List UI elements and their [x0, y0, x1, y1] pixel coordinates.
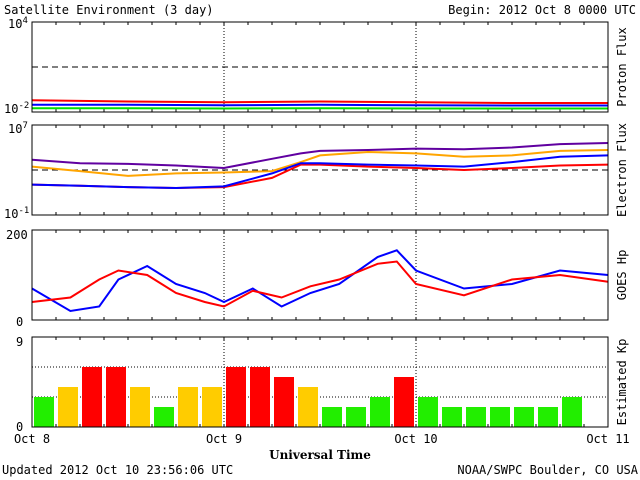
- begin-time: Begin: 2012 Oct 8 0000 UTC: [448, 3, 636, 17]
- credit: NOAA/SWPC Boulder, CO USA: [457, 463, 638, 477]
- proton-ymin-label: 10-2: [4, 101, 29, 116]
- electron-ymax-label: 107: [8, 121, 28, 136]
- kp-bar: [34, 397, 54, 427]
- series-line: [32, 103, 608, 107]
- x-tick-oct9: Oct 9: [206, 432, 242, 446]
- kp-bar: [274, 377, 294, 427]
- proton-ymax-label: 104: [8, 16, 28, 31]
- series-line: [31, 154, 609, 190]
- goes-hp-panel: [31, 230, 609, 320]
- x-tick-oct10: Oct 10: [394, 432, 437, 446]
- electron-ymin-label: 10-1: [4, 206, 29, 221]
- kp-bar: [178, 387, 198, 427]
- x-tick-oct8: Oct 8: [14, 432, 50, 446]
- series-line: [31, 163, 609, 190]
- kp-bar: [250, 367, 270, 427]
- kp-bar: [442, 407, 462, 427]
- kp-bar: [370, 397, 390, 427]
- goes-hp-ylabel: GOES Hp: [615, 250, 629, 301]
- chart-title: Satellite Environment (3 day): [4, 3, 214, 17]
- kp-bar: [466, 407, 486, 427]
- kp-bar: [58, 387, 78, 427]
- series-line: [31, 149, 609, 177]
- estimated-kp-frame: [31, 336, 609, 428]
- kp-bar: [130, 387, 150, 427]
- proton-flux-panel: [31, 22, 608, 112]
- x-axis-label: Universal Time: [269, 448, 371, 462]
- kp-bar: [394, 377, 414, 427]
- series-line: [31, 142, 609, 170]
- kp-bar: [514, 407, 534, 427]
- kp-bar: [106, 367, 126, 427]
- kp-bar: [322, 407, 342, 427]
- kp-bar: [346, 407, 366, 427]
- kp-bar: [82, 367, 102, 427]
- kp-bar: [298, 387, 318, 427]
- proton-flux-ylabel: Proton Flux: [615, 27, 629, 106]
- kp-bar: [418, 397, 438, 427]
- electron-flux-frame: [31, 124, 609, 216]
- kp-bar: [490, 407, 510, 427]
- kp-bar: [154, 407, 174, 427]
- updated-timestamp: Updated 2012 Oct 10 23:56:06 UTC: [2, 463, 233, 477]
- kp-bar: [538, 407, 558, 427]
- x-tick-oct11: Oct 11: [586, 432, 629, 446]
- kp-bar: [226, 367, 246, 427]
- series-line: [31, 260, 609, 308]
- goes-hp-frame: [31, 229, 609, 321]
- proton-flux-frame: [31, 21, 609, 113]
- series-line: [31, 249, 609, 313]
- hp-ymin-label: 0: [16, 315, 23, 329]
- estimated-kp-panel: [32, 337, 608, 427]
- electron-flux-panel: [31, 125, 609, 215]
- kp-ymin-label: 0: [16, 420, 23, 434]
- kp-ymax-label: 9: [16, 335, 23, 349]
- series-line: [31, 99, 608, 104]
- electron-flux-ylabel: Electron Flux: [615, 123, 629, 217]
- kp-bar: [562, 397, 582, 427]
- hp-ymax-label: 200: [6, 228, 28, 242]
- estimated-kp-ylabel: Estimated Kp: [615, 339, 629, 426]
- kp-bar: [202, 387, 222, 427]
